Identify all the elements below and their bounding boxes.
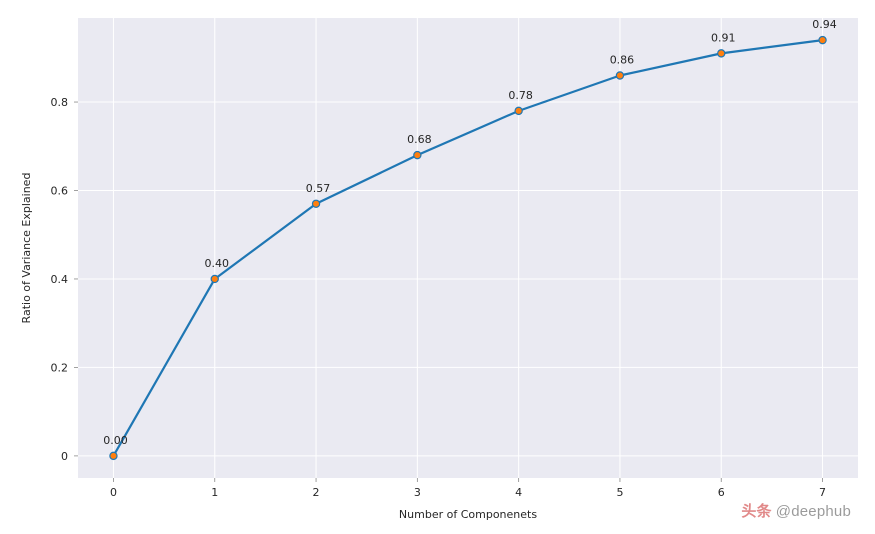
variance-chart: 0 0.2 0.4 0.6 0.8 0 1 2 3 4 5 6 7 0.00 0.40 0.57 0.68 0.7… (0, 0, 875, 534)
data-point (616, 72, 623, 79)
x-tick-label: 4 (515, 486, 522, 499)
point-label: 0.00 (103, 434, 128, 447)
y-axis-label: Ratio of Variance Explained (20, 173, 33, 324)
data-point (718, 50, 725, 57)
y-tick-label: 0.4 (51, 273, 69, 286)
x-axis-label: Number of Componenets (399, 508, 537, 521)
point-label: 0.57 (306, 182, 331, 195)
y-tick-label: 0.2 (51, 361, 69, 374)
data-point (515, 107, 522, 114)
x-tick-label: 3 (414, 486, 421, 499)
data-point (110, 452, 117, 459)
data-point (211, 275, 218, 282)
data-point (819, 37, 826, 44)
y-tick-label: 0 (61, 450, 68, 463)
x-tick-label: 2 (313, 486, 320, 499)
plot-area (78, 18, 858, 478)
point-label: 0.91 (711, 31, 736, 44)
x-tick-label: 7 (819, 486, 826, 499)
point-label: 0.94 (812, 18, 837, 31)
x-tick-label: 0 (110, 486, 117, 499)
point-label: 0.78 (508, 89, 533, 102)
chart-container: 0 0.2 0.4 0.6 0.8 0 1 2 3 4 5 6 7 0.00 0.40 0.57 0.68 0.7… (0, 0, 875, 534)
x-tick-label: 1 (211, 486, 218, 499)
point-label: 0.86 (610, 54, 635, 67)
data-point (414, 152, 421, 159)
data-point (312, 200, 319, 207)
y-tick-label: 0.6 (51, 185, 69, 198)
x-tick-label: 5 (616, 486, 623, 499)
y-tick-label: 0.8 (51, 96, 69, 109)
x-tick-label: 6 (718, 486, 725, 499)
point-label: 0.40 (205, 257, 230, 270)
point-label: 0.68 (407, 133, 432, 146)
